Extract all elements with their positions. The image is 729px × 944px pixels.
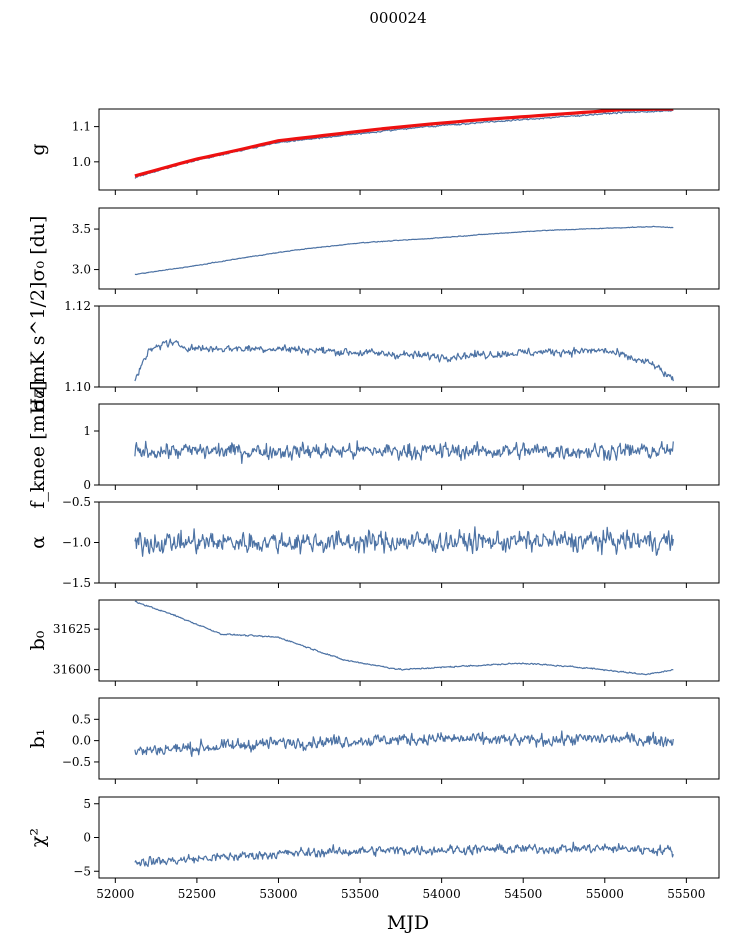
series-sigma0_mK-data xyxy=(134,338,674,382)
panel-sigma0_mK: 1.10 1.12 σ₀[mK s^1/2] xyxy=(27,282,720,412)
y-tick-label: −0.5 xyxy=(62,495,91,509)
series-chi2-data xyxy=(134,841,674,868)
axes-frame xyxy=(98,599,720,682)
series-b0-data xyxy=(134,600,674,676)
y-axis-label: f_knee [mHz] xyxy=(27,380,49,508)
x-tick-label: 53000 xyxy=(259,887,297,901)
y-tick-label: 0.0 xyxy=(72,734,91,748)
axes-frame xyxy=(98,697,720,780)
y-axis-label: α xyxy=(27,536,49,549)
axes-frame xyxy=(98,305,720,388)
figure-title: 000024 xyxy=(369,9,426,27)
series-b1-data xyxy=(134,730,674,757)
y-tick-label: −1.0 xyxy=(62,536,91,550)
y-axis-label: χ² xyxy=(27,828,49,847)
y-axis-label: σ₀[mK s^1/2] xyxy=(27,282,49,412)
series-sigma0_du-data xyxy=(134,225,674,276)
y-tick-label: 31600 xyxy=(53,663,91,677)
x-tick-label: 54500 xyxy=(504,887,542,901)
y-tick-label: 3.0 xyxy=(72,263,91,277)
y-axis-label: σ₀ [du] xyxy=(27,216,49,282)
panel-g: 1.0 1.1 g xyxy=(27,108,720,195)
y-tick-label: 1.12 xyxy=(64,299,91,313)
x-tick-label: 52000 xyxy=(96,887,134,901)
series-alpha-data xyxy=(134,526,674,557)
y-tick-label: 1 xyxy=(83,424,91,438)
y-axis-label: b₀ xyxy=(27,630,49,650)
y-tick-label: 0.5 xyxy=(72,712,91,726)
y-tick-label: −1.5 xyxy=(62,576,91,590)
y-tick-label: −5 xyxy=(73,864,91,878)
panel-b0: 31600 31625 b₀ xyxy=(27,599,720,686)
axes-frame xyxy=(98,796,720,879)
panel-alpha: −1.5 −1.0 −0.5 α xyxy=(27,495,720,590)
y-tick-label: 5 xyxy=(83,797,91,811)
axes-frame xyxy=(98,403,720,486)
subplot-stack: 1.0 1.1 g 3.0 3.5 σ₀ [du] 1.10 1.12 σ₀[mK s^1/2]… xyxy=(27,108,720,901)
y-tick-label: 1.1 xyxy=(72,120,91,134)
x-tick-label: 54000 xyxy=(423,887,461,901)
x-tick-label: 53500 xyxy=(341,887,379,901)
panel-fknee: 0 1 f_knee [mHz] xyxy=(27,380,720,509)
y-tick-label: 1.0 xyxy=(72,155,91,169)
y-tick-label: 1.10 xyxy=(64,380,91,394)
y-tick-label: 0 xyxy=(83,831,91,845)
series-g-model xyxy=(134,109,674,178)
x-tick-label: 52500 xyxy=(178,887,216,901)
y-tick-label: −0.5 xyxy=(62,755,91,769)
panel-sigma0_du: 3.0 3.5 σ₀ [du] xyxy=(27,207,720,294)
axes-frame xyxy=(98,207,720,290)
x-tick-label: 55500 xyxy=(667,887,705,901)
y-tick-label: 31625 xyxy=(53,622,91,636)
y-axis-label: g xyxy=(27,143,49,155)
x-tick-label: 55000 xyxy=(586,887,624,901)
panel-chi2: −5 0 5 52000 52500 53000 53500 54000 54500 55000 5… xyxy=(27,796,720,901)
axes-frame xyxy=(98,108,720,191)
x-axis-label: MJD xyxy=(387,912,429,934)
y-axis-label: b₁ xyxy=(27,729,49,749)
series-g-data xyxy=(134,109,674,179)
y-tick-label: 3.5 xyxy=(72,222,91,236)
y-tick-label: 0 xyxy=(83,478,91,492)
panel-b1: −0.5 0.0 0.5 b₁ xyxy=(27,697,720,784)
series-fknee-data xyxy=(134,440,674,464)
